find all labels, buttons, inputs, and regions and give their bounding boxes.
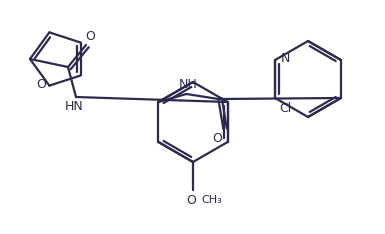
Text: O: O: [85, 30, 95, 44]
Text: O: O: [37, 78, 46, 91]
Text: O: O: [186, 194, 196, 206]
Text: O: O: [213, 132, 222, 146]
Text: CH₃: CH₃: [201, 195, 222, 205]
Text: N: N: [280, 51, 290, 65]
Text: Cl: Cl: [279, 102, 291, 114]
Text: HN: HN: [65, 100, 84, 113]
Text: NH: NH: [179, 78, 198, 91]
